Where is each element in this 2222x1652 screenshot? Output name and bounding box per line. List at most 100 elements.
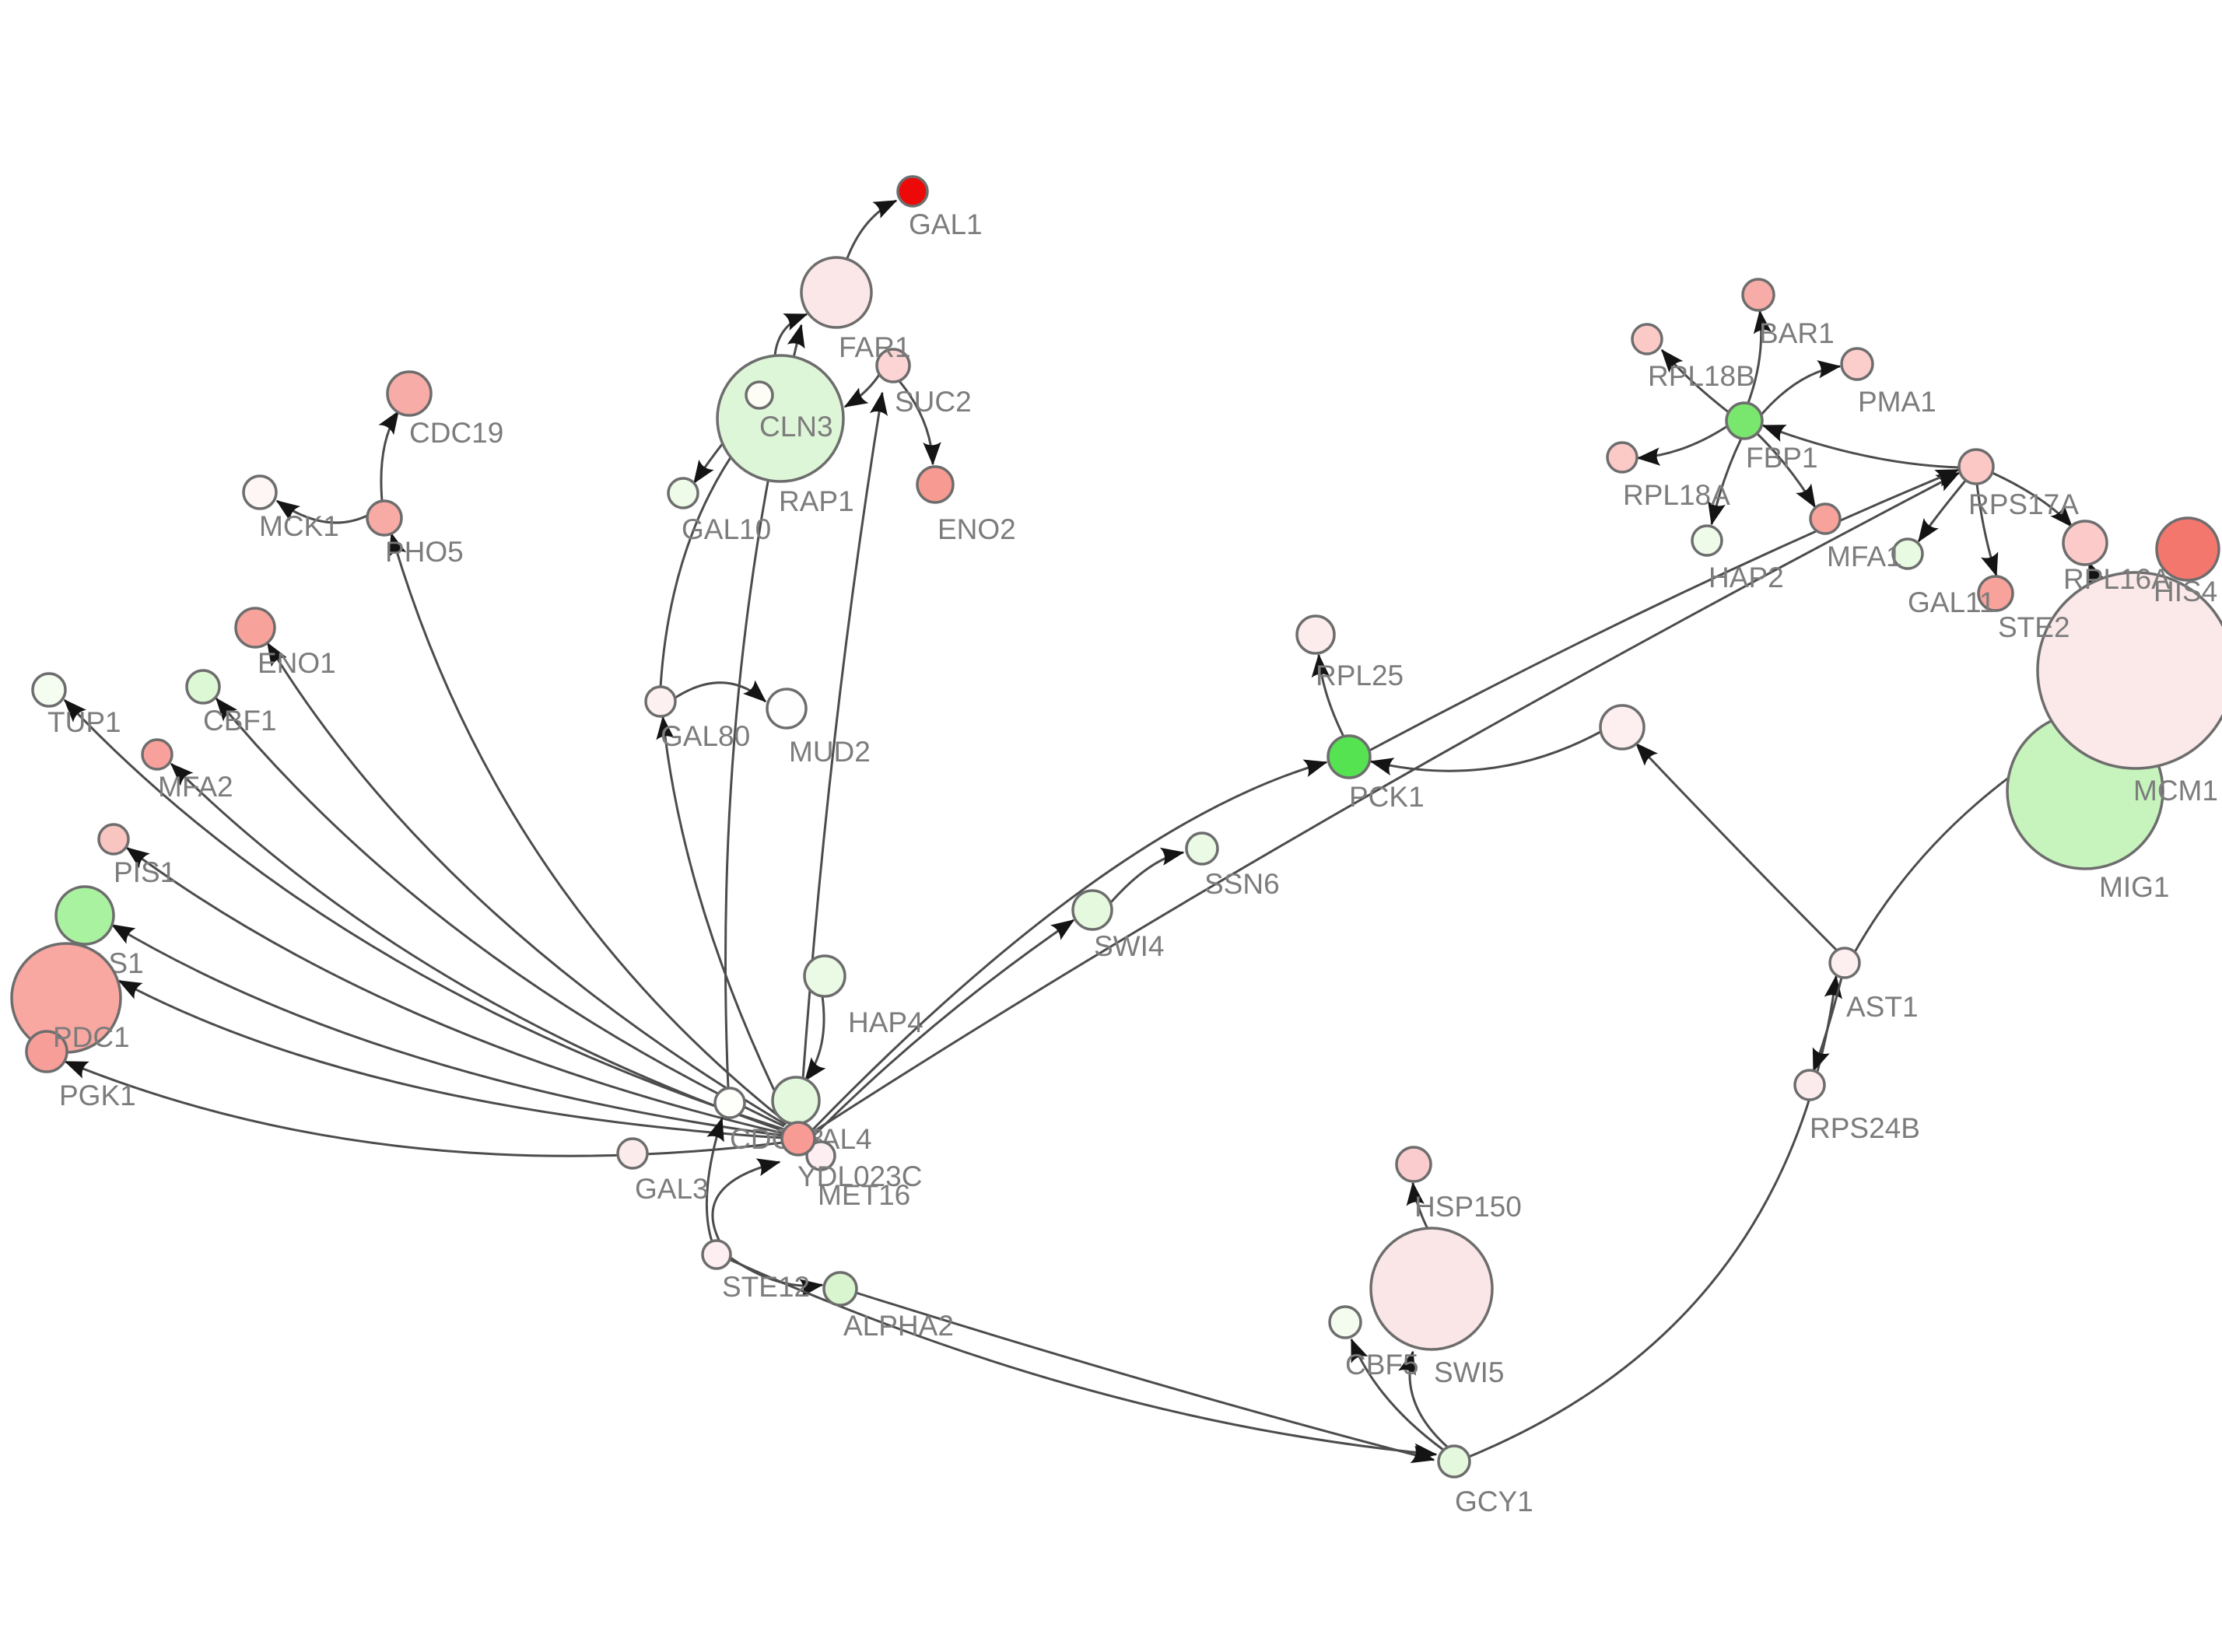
edge-rps17a-fbp1[interactable] xyxy=(1761,424,1960,469)
edge-rps17a-rpl16a[interactable] xyxy=(1992,471,2073,528)
edge-far1-gal1[interactable] xyxy=(846,199,898,259)
node-label-FAR1: FAR1 xyxy=(839,331,911,363)
node-GAL1[interactable] xyxy=(896,175,929,208)
edge-swi4-ssn6[interactable] xyxy=(1109,847,1185,903)
node-MUD2[interactable] xyxy=(766,688,808,730)
node-PIS1[interactable] xyxy=(97,823,130,856)
node-ENO1[interactable] xyxy=(234,607,276,649)
edge-ste12-cdc28[interactable] xyxy=(705,1117,724,1242)
node-NODE_A[interactable] xyxy=(771,1076,821,1125)
node-CBF5[interactable] xyxy=(1328,1305,1362,1339)
edge-fbp1-hap2[interactable] xyxy=(1708,438,1743,526)
node-RPL25[interactable] xyxy=(1295,614,1336,655)
node-label-MFA2: MFA2 xyxy=(158,771,233,803)
edge-ste12-met16[interactable] xyxy=(711,1158,781,1242)
node-RPL16A[interactable] xyxy=(2062,520,2108,566)
node-RAS1[interactable] xyxy=(54,885,115,946)
node-SWI5[interactable] xyxy=(1369,1227,1494,1351)
node-MFA2[interactable] xyxy=(141,738,173,771)
node-PCK1[interactable] xyxy=(1327,734,1372,779)
edge-cln3-far1[interactable] xyxy=(773,313,808,356)
node-SSN6[interactable] xyxy=(1185,831,1219,866)
node-FAR1[interactable] xyxy=(800,256,873,329)
edge-gal4-mfa2[interactable] xyxy=(170,762,784,1132)
node-TUP1[interactable] xyxy=(31,672,67,708)
edge-fbp1-rpl18b[interactable] xyxy=(1660,348,1730,415)
node-GAL10[interactable] xyxy=(667,477,699,509)
edge-gal4-eno1[interactable] xyxy=(266,642,787,1126)
node-RPL18A[interactable] xyxy=(1606,441,1638,474)
edge-gal4-gal80[interactable] xyxy=(656,716,792,1125)
edge-swi5-hsp150[interactable] xyxy=(1406,1181,1429,1230)
edge-gal80-mud2[interactable] xyxy=(675,680,767,703)
edge-fbp1-rpl18a[interactable] xyxy=(1636,425,1728,466)
node-label-STE12: STE12 xyxy=(722,1271,810,1303)
edge-rps17a-ste2[interactable] xyxy=(1975,483,1999,577)
node-GAL11[interactable] xyxy=(1891,537,1924,570)
edge-gal4-suc2[interactable] xyxy=(798,391,888,1123)
node-GAL80[interactable] xyxy=(644,685,677,718)
node-FBP1[interactable] xyxy=(1725,401,1764,440)
node-HAP4[interactable] xyxy=(803,954,846,998)
node-CBF1[interactable] xyxy=(185,669,221,705)
edge-gal4-tup1[interactable] xyxy=(63,698,785,1131)
edge-hap4-nodeA[interactable] xyxy=(804,996,826,1082)
node-MCK1[interactable] xyxy=(242,474,278,510)
edge-gal4-ras1[interactable] xyxy=(110,923,783,1137)
edge-ast1-rps24b[interactable] xyxy=(1812,977,1843,1073)
node-STE2[interactable] xyxy=(1977,575,2014,612)
node-SWI4[interactable] xyxy=(1071,889,1113,931)
edge-fbp1-bar1[interactable] xyxy=(1747,310,1772,404)
edge-gal4-pdc1[interactable] xyxy=(117,979,783,1139)
node-RPS24B[interactable] xyxy=(1793,1069,1826,1101)
node-label-GAL1: GAL1 xyxy=(909,208,983,240)
edge-gcy1-cbf5[interactable] xyxy=(1350,1338,1444,1451)
edge-gal4-pis1[interactable] xyxy=(125,846,783,1135)
edge-pck1-rpl25[interactable] xyxy=(1311,653,1345,737)
node-MCM1[interactable] xyxy=(2036,571,2222,770)
node-GAL3[interactable] xyxy=(616,1137,649,1170)
edge-ast1-nodeB[interactable] xyxy=(1635,742,1838,952)
edge-pho5-cdc19[interactable] xyxy=(378,410,400,502)
node-HSP150[interactable] xyxy=(1395,1146,1432,1183)
node-PHO5[interactable] xyxy=(366,499,403,537)
edge-nodeB-pck1[interactable] xyxy=(1369,730,1601,775)
node-YDL023C[interactable] xyxy=(805,1140,836,1171)
node-STE12[interactable] xyxy=(701,1239,732,1270)
node-SUC2[interactable] xyxy=(875,348,911,383)
node-RPS17A[interactable] xyxy=(1957,448,1995,485)
node-RAP1[interactable] xyxy=(745,380,774,410)
node-PMA1[interactable] xyxy=(1840,347,1874,381)
node-GCY1[interactable] xyxy=(1437,1444,1471,1479)
edge-rps17a-gal11[interactable] xyxy=(1917,479,1968,543)
node-ALPHA2[interactable] xyxy=(822,1271,858,1307)
edge-pho5-mck1[interactable] xyxy=(275,499,368,524)
node-MFA1[interactable] xyxy=(1809,502,1842,535)
edge-gal4-rps17a[interactable] xyxy=(811,471,1961,1134)
node-ENO2[interactable] xyxy=(916,465,955,504)
edge-suc2-eno2[interactable] xyxy=(898,380,941,466)
edge-gal4-cbf1[interactable] xyxy=(215,697,785,1128)
node-PGK1[interactable] xyxy=(25,1030,68,1073)
edge-gal4-pho5[interactable] xyxy=(388,532,788,1125)
node-CDC19[interactable] xyxy=(386,370,433,417)
edge-pck1-rps17a[interactable] xyxy=(1369,468,1960,752)
edge-gal4-swi4[interactable] xyxy=(813,919,1075,1136)
node-RPL18B[interactable] xyxy=(1631,323,1663,355)
node-CDC28[interactable] xyxy=(713,1087,746,1119)
node-HAP2[interactable] xyxy=(1691,524,1723,557)
edge-suc2-cln3[interactable] xyxy=(843,374,881,408)
node-GAL4[interactable] xyxy=(780,1121,816,1157)
node-NODE_B[interactable] xyxy=(1599,704,1645,751)
edge-gal4-pgk1[interactable] xyxy=(64,1060,783,1157)
edge-alpha2-gcy1[interactable] xyxy=(855,1291,1435,1464)
edge-fbp1-mfa1[interactable] xyxy=(1755,432,1817,509)
edge-gal80-cln3[interactable] xyxy=(659,444,741,688)
node-AST1[interactable] xyxy=(1828,947,1861,979)
edge-fbp1-pma1[interactable] xyxy=(1760,360,1842,415)
node-BAR1[interactable] xyxy=(1741,278,1775,312)
node-HIS4[interactable] xyxy=(2155,516,2220,582)
edge-gal4-pck1[interactable] xyxy=(811,759,1328,1131)
edge-gcy1-swi5[interactable] xyxy=(1398,1350,1449,1448)
